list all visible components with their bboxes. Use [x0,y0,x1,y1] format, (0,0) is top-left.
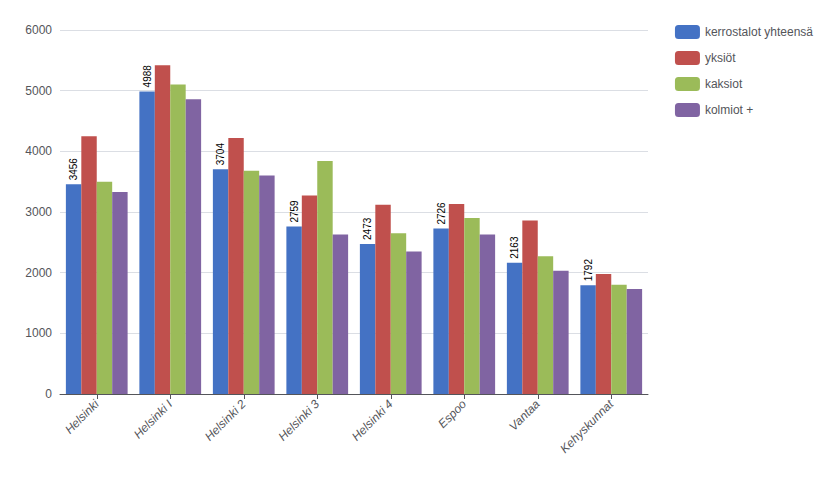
svg-text:Helsinki 2: Helsinki 2 [202,397,249,444]
svg-text:2163: 2163 [509,236,520,259]
svg-text:Espoo: Espoo [435,397,469,431]
svg-text:4988: 4988 [142,65,153,88]
svg-text:4000: 4000 [25,144,52,158]
svg-text:Helsinki: Helsinki [62,397,102,437]
svg-text:yksiöt: yksiöt [705,51,736,65]
svg-text:1792: 1792 [583,259,594,282]
svg-text:kaksiot: kaksiot [705,77,743,91]
svg-text:Helsinki 3: Helsinki 3 [276,397,323,444]
svg-text:6000: 6000 [25,23,52,37]
svg-text:kerrostalot yhteensä: kerrostalot yhteensä [705,25,813,39]
svg-text:Vantaa: Vantaa [506,397,543,434]
svg-text:2759: 2759 [289,200,300,223]
svg-text:5000: 5000 [25,84,52,98]
svg-text:3000: 3000 [25,205,52,219]
svg-text:Helsinki I: Helsinki I [131,397,176,442]
svg-text:0: 0 [45,387,52,401]
svg-text:1000: 1000 [25,326,52,340]
svg-text:3704: 3704 [215,143,226,166]
svg-text:Helsinki 4: Helsinki 4 [349,397,396,444]
svg-text:Kehyskunnat: Kehyskunnat [557,397,616,456]
svg-text:2473: 2473 [362,217,373,240]
svg-text:kolmiot +: kolmiot + [705,103,753,117]
svg-text:3456: 3456 [68,158,79,181]
svg-text:2726: 2726 [436,202,447,225]
svg-text:2000: 2000 [25,266,52,280]
